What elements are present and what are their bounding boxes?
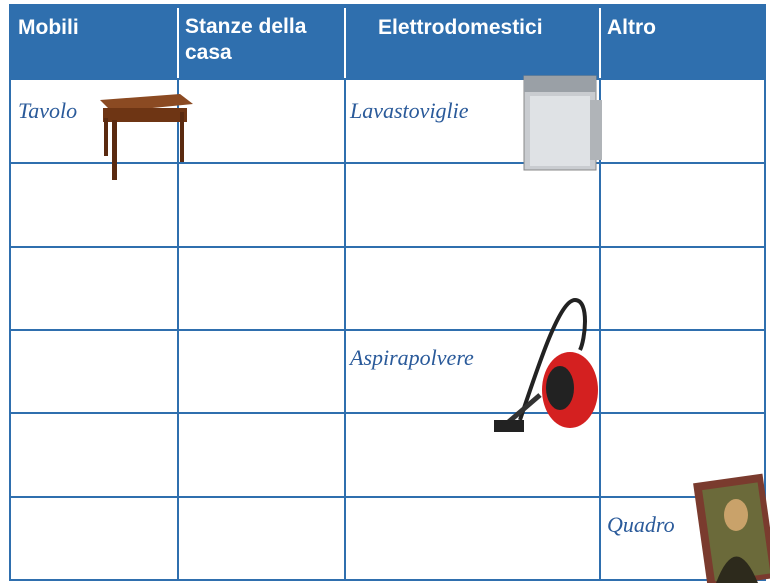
vacuum-illustration <box>494 297 598 432</box>
item-label: Aspirapolvere <box>350 345 474 370</box>
painting-illustration <box>693 473 770 583</box>
header-band <box>10 5 765 80</box>
header-cell: Altro <box>607 16 656 39</box>
dishwasher-illustration <box>523 75 602 171</box>
header-cell: Elettrodomestici <box>378 16 543 39</box>
table-illustration <box>100 94 193 180</box>
grid-lines <box>9 4 766 581</box>
header-cell: Mobili <box>18 16 79 39</box>
item-label: Quadro <box>607 512 675 537</box>
header-dividers <box>177 8 601 78</box>
item-label: Tavolo <box>18 98 78 123</box>
item-label: Lavastoviglie <box>350 98 469 123</box>
header-cell: Stanze della casa <box>185 15 307 64</box>
